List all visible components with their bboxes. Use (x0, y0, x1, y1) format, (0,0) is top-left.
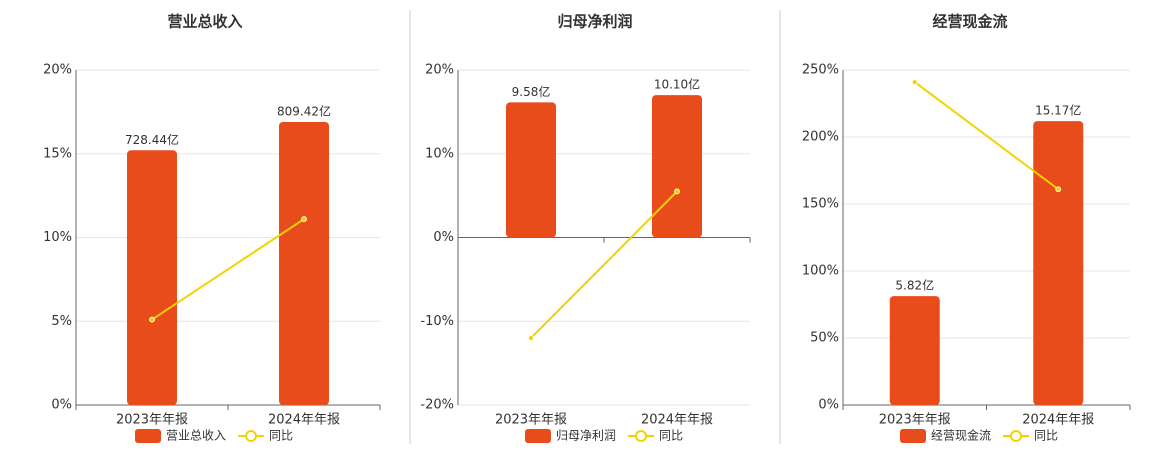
legend-swatch (635, 430, 648, 442)
bar (279, 121, 329, 405)
line (914, 81, 1059, 191)
y-tick-label: 0% (51, 398, 72, 413)
y-tick-label: 0% (433, 230, 454, 245)
legend-swatch (525, 429, 551, 443)
value-label: 9.58亿 (512, 84, 551, 99)
legend-swatch (900, 429, 926, 443)
bar (506, 102, 556, 238)
x-tick-label: 2023年年报 (495, 413, 567, 428)
chart-title: 营业总收入 (167, 13, 242, 31)
point (911, 79, 918, 85)
y-tick-label: -20% (420, 398, 454, 413)
point (674, 188, 680, 195)
y-tick-label: 100% (802, 264, 839, 279)
y-tick-label: 0% (818, 398, 839, 413)
value-label: 809.42亿 (277, 103, 331, 118)
legend-swatch (135, 429, 161, 443)
x-tick-label: 2024年年报 (268, 413, 340, 428)
chart-title: 经营现金流 (932, 13, 1007, 31)
value-label: 10.10亿 (654, 77, 700, 92)
point (149, 316, 155, 323)
legend-swatch (245, 430, 258, 442)
legend-label: 营业总收入 (166, 429, 226, 443)
line (530, 190, 678, 339)
bar (889, 296, 940, 405)
bar (127, 150, 177, 405)
bar (1033, 121, 1084, 406)
y-tick-label: 5% (51, 314, 72, 329)
y-tick-label: 20% (43, 63, 72, 78)
value-label: 728.44亿 (125, 132, 179, 147)
y-tick-label: 10% (43, 230, 72, 245)
y-tick-label: 50% (810, 331, 839, 346)
x-tick-label: 2023年年报 (116, 413, 188, 428)
line (151, 218, 305, 321)
legend-label: 同比 (659, 429, 683, 443)
y-tick-label: 200% (802, 130, 839, 145)
x-tick-label: 2023年年报 (879, 413, 951, 428)
y-tick-label: 250% (802, 63, 839, 78)
point (528, 335, 534, 341)
y-tick-label: 20% (425, 63, 454, 78)
value-label: 15.17亿 (1035, 103, 1081, 118)
chart-title: 归母净利润 (557, 13, 632, 31)
legend-swatch (1010, 430, 1023, 442)
y-tick-label: -10% (420, 314, 454, 329)
y-tick-label: 15% (43, 146, 72, 161)
bar (652, 95, 702, 238)
x-tick-label: 2024年年报 (1022, 413, 1094, 428)
legend-label: 归母净利润 (556, 429, 616, 443)
legend-label: 经营现金流 (931, 428, 991, 443)
y-tick-label: 150% (802, 197, 839, 212)
value-label: 5.82亿 (895, 278, 934, 293)
point (301, 216, 307, 222)
legend-label: 同比 (1034, 429, 1058, 443)
y-tick-label: 10% (425, 146, 454, 161)
legend-label: 同比 (269, 429, 293, 443)
point (1055, 186, 1062, 193)
x-tick-label: 2024年年报 (641, 413, 713, 428)
